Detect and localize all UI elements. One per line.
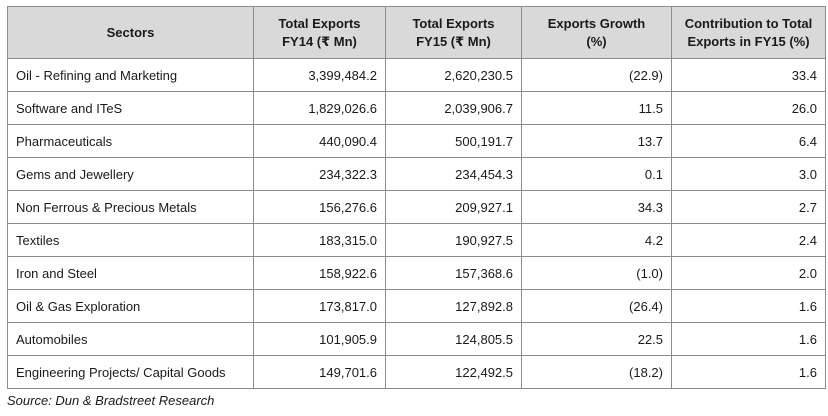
cell-fy14: 158,922.6 (253, 256, 386, 290)
cell-fy14: 149,701.6 (253, 355, 386, 389)
table-row: Software and ITeS 1,829,026.6 2,039,906.… (7, 91, 826, 125)
cell-contribution: 6.4 (671, 124, 826, 158)
cell-fy15: 2,039,906.7 (385, 91, 522, 125)
cell-contribution: 1.6 (671, 289, 826, 323)
exports-table-container: Sectors Total Exports FY14 (₹ Mn) Total … (7, 6, 826, 389)
header-contribution: Contribution to Total Exports in FY15 (%… (671, 6, 826, 59)
cell-growth: 11.5 (521, 91, 672, 125)
cell-sector: Software and ITeS (7, 91, 254, 125)
cell-fy15: 124,805.5 (385, 322, 522, 356)
header-fy14-line1: Total Exports (278, 15, 361, 31)
cell-sector: Iron and Steel (7, 256, 254, 290)
cell-sector: Gems and Jewellery (7, 157, 254, 191)
sector-exports-table: Sectors Total Exports FY14 (₹ Mn) Total … (7, 6, 826, 389)
cell-fy15: 157,368.6 (385, 256, 522, 290)
cell-fy14: 173,817.0 (253, 289, 386, 323)
cell-sector: Oil - Refining and Marketing (7, 58, 254, 92)
header-growth-line1: Exports Growth (547, 15, 646, 31)
header-total-exports-fy15: Total Exports FY15 (₹ Mn) (385, 6, 522, 59)
cell-growth: 34.3 (521, 190, 672, 224)
table-row: Iron and Steel 158,922.6 157,368.6 (1.0)… (7, 256, 826, 290)
cell-fy14: 156,276.6 (253, 190, 386, 224)
cell-contribution: 2.0 (671, 256, 826, 290)
header-contribution-line1: Contribution to Total (684, 15, 813, 31)
cell-fy14: 3,399,484.2 (253, 58, 386, 92)
header-contribution-line2: Exports in FY15 (%) (687, 33, 810, 49)
cell-growth: (22.9) (521, 58, 672, 92)
cell-sector: Engineering Projects/ Capital Goods (7, 355, 254, 389)
cell-fy14: 183,315.0 (253, 223, 386, 257)
cell-growth: (18.2) (521, 355, 672, 389)
cell-fy15: 234,454.3 (385, 157, 522, 191)
cell-contribution: 3.0 (671, 157, 826, 191)
table-row: Gems and Jewellery 234,322.3 234,454.3 0… (7, 157, 826, 191)
cell-fy15: 500,191.7 (385, 124, 522, 158)
header-growth-line2: (%) (586, 33, 607, 49)
header-fy15-line2: FY15 (₹ Mn) (416, 33, 491, 49)
cell-growth: 13.7 (521, 124, 672, 158)
cell-contribution: 2.7 (671, 190, 826, 224)
table-row: Pharmaceuticals 440,090.4 500,191.7 13.7… (7, 124, 826, 158)
cell-contribution: 33.4 (671, 58, 826, 92)
cell-sector: Textiles (7, 223, 254, 257)
cell-contribution: 1.6 (671, 322, 826, 356)
cell-fy15: 122,492.5 (385, 355, 522, 389)
cell-fy15: 127,892.8 (385, 289, 522, 323)
table-row: Engineering Projects/ Capital Goods 149,… (7, 355, 826, 389)
cell-growth: 4.2 (521, 223, 672, 257)
cell-contribution: 2.4 (671, 223, 826, 257)
cell-fy14: 234,322.3 (253, 157, 386, 191)
cell-sector: Oil & Gas Exploration (7, 289, 254, 323)
cell-growth: 0.1 (521, 157, 672, 191)
cell-fy15: 209,927.1 (385, 190, 522, 224)
table-row: Textiles 183,315.0 190,927.5 4.2 2.4 (7, 223, 826, 257)
table-row: Automobiles 101,905.9 124,805.5 22.5 1.6 (7, 322, 826, 356)
cell-growth: (1.0) (521, 256, 672, 290)
cell-growth: 22.5 (521, 322, 672, 356)
table-row: Non Ferrous & Precious Metals 156,276.6 … (7, 190, 826, 224)
table-row: Oil - Refining and Marketing 3,399,484.2… (7, 58, 826, 92)
cell-fy14: 1,829,026.6 (253, 91, 386, 125)
cell-fy15: 190,927.5 (385, 223, 522, 257)
cell-fy15: 2,620,230.5 (385, 58, 522, 92)
cell-contribution: 26.0 (671, 91, 826, 125)
header-exports-growth: Exports Growth (%) (521, 6, 672, 59)
cell-growth: (26.4) (521, 289, 672, 323)
cell-sector: Pharmaceuticals (7, 124, 254, 158)
cell-sector: Non Ferrous & Precious Metals (7, 190, 254, 224)
header-total-exports-fy14: Total Exports FY14 (₹ Mn) (253, 6, 386, 59)
header-sectors: Sectors (7, 6, 254, 59)
cell-contribution: 1.6 (671, 355, 826, 389)
cell-fy14: 440,090.4 (253, 124, 386, 158)
cell-sector: Automobiles (7, 322, 254, 356)
source-note: Source: Dun & Bradstreet Research (7, 393, 215, 408)
header-fy14-line2: FY14 (₹ Mn) (282, 33, 357, 49)
cell-fy14: 101,905.9 (253, 322, 386, 356)
table-header-row: Sectors Total Exports FY14 (₹ Mn) Total … (7, 6, 826, 59)
header-fy15-line1: Total Exports (412, 15, 495, 31)
table-row: Oil & Gas Exploration 173,817.0 127,892.… (7, 289, 826, 323)
